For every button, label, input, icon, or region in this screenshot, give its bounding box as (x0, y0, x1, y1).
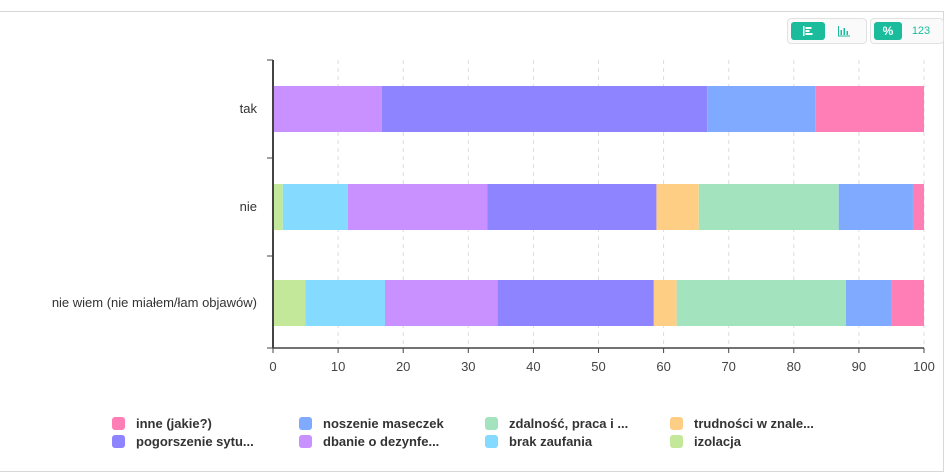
bar-segment[interactable] (384, 280, 498, 326)
legend-swatch (299, 417, 312, 430)
legend-swatch (670, 417, 683, 430)
orientation-toggle (787, 18, 867, 44)
x-tick-label: 30 (461, 359, 475, 374)
legend-label: noszenie maseczek (323, 416, 444, 431)
category-label: tak (240, 101, 258, 116)
x-tick-label: 40 (526, 359, 540, 374)
legend-item[interactable]: dbanie o dezynfe... (299, 434, 439, 449)
x-tick-label: 10 (331, 359, 345, 374)
format-toggle: % 123 (870, 18, 944, 44)
bar-segment[interactable] (282, 184, 348, 230)
bar-segment[interactable] (838, 184, 913, 230)
legend-label: trudności w znale... (694, 416, 814, 431)
bar-segment[interactable] (815, 86, 924, 132)
legend-swatch (112, 435, 125, 448)
x-tick-label: 100 (913, 359, 935, 374)
bar-segment[interactable] (912, 184, 924, 230)
x-tick-label: 50 (591, 359, 605, 374)
legend-swatch (299, 435, 312, 448)
axis-layer: 0 10 20 30 40 50 60 70 80 90 100 tak nie nie wiem (ni… (52, 59, 935, 374)
vertical-bars-button[interactable] (825, 22, 863, 40)
x-tick-label: 80 (787, 359, 801, 374)
legend-item[interactable]: zdalność, praca i ... (485, 416, 628, 431)
bar-segment[interactable] (653, 280, 677, 326)
bars-layer (273, 86, 924, 326)
percent-button[interactable]: % (874, 22, 902, 40)
horizontal-bars-button[interactable] (791, 22, 825, 40)
category-label: nie wiem (nie miałem/łam objawów) (52, 295, 257, 310)
vertical-bars-icon (838, 26, 850, 37)
x-tick-label: 60 (656, 359, 670, 374)
x-tick-label: 0 (269, 359, 276, 374)
bar-segment[interactable] (487, 184, 657, 230)
legend-label: izolacja (694, 434, 742, 449)
bar-segment[interactable] (273, 184, 283, 230)
bar-segment[interactable] (497, 280, 654, 326)
legend-item[interactable]: izolacja (670, 434, 742, 449)
legend-label: brak zaufania (509, 434, 593, 449)
legend-item[interactable]: brak zaufania (485, 434, 593, 449)
bar-segment[interactable] (305, 280, 385, 326)
bar-segment[interactable] (273, 86, 382, 132)
bar-segment[interactable] (845, 280, 892, 326)
bar-segment[interactable] (347, 184, 488, 230)
horizontal-bars-icon (803, 26, 813, 36)
bar-segment[interactable] (698, 184, 839, 230)
legend-swatch (485, 435, 498, 448)
bar-segment[interactable] (656, 184, 699, 230)
bar-segment[interactable] (381, 86, 708, 132)
legend-swatch (485, 417, 498, 430)
legend-layer: inne (jakie?) noszenie maseczek zdalność, … (112, 416, 814, 449)
bar-segment[interactable] (273, 280, 306, 326)
bar-segment[interactable] (676, 280, 846, 326)
legend-item[interactable]: noszenie maseczek (299, 416, 444, 431)
bar-segment[interactable] (891, 280, 924, 326)
category-label: nie (240, 199, 257, 214)
x-tick-label: 70 (721, 359, 735, 374)
x-tick-label: 90 (852, 359, 866, 374)
legend-label: inne (jakie?) (136, 416, 212, 431)
legend-swatch (670, 435, 683, 448)
legend-swatch (112, 417, 125, 430)
legend-item[interactable]: inne (jakie?) (112, 416, 212, 431)
bar-segment[interactable] (707, 86, 816, 132)
x-tick-label: 20 (396, 359, 410, 374)
legend-label: dbanie o dezynfe... (323, 434, 439, 449)
legend-item[interactable]: pogorszenie sytu... (112, 434, 254, 449)
legend-label: pogorszenie sytu... (136, 434, 254, 449)
count-button[interactable]: 123 (911, 25, 931, 37)
legend-item[interactable]: trudności w znale... (670, 416, 814, 431)
legend-label: zdalność, praca i ... (509, 416, 628, 431)
